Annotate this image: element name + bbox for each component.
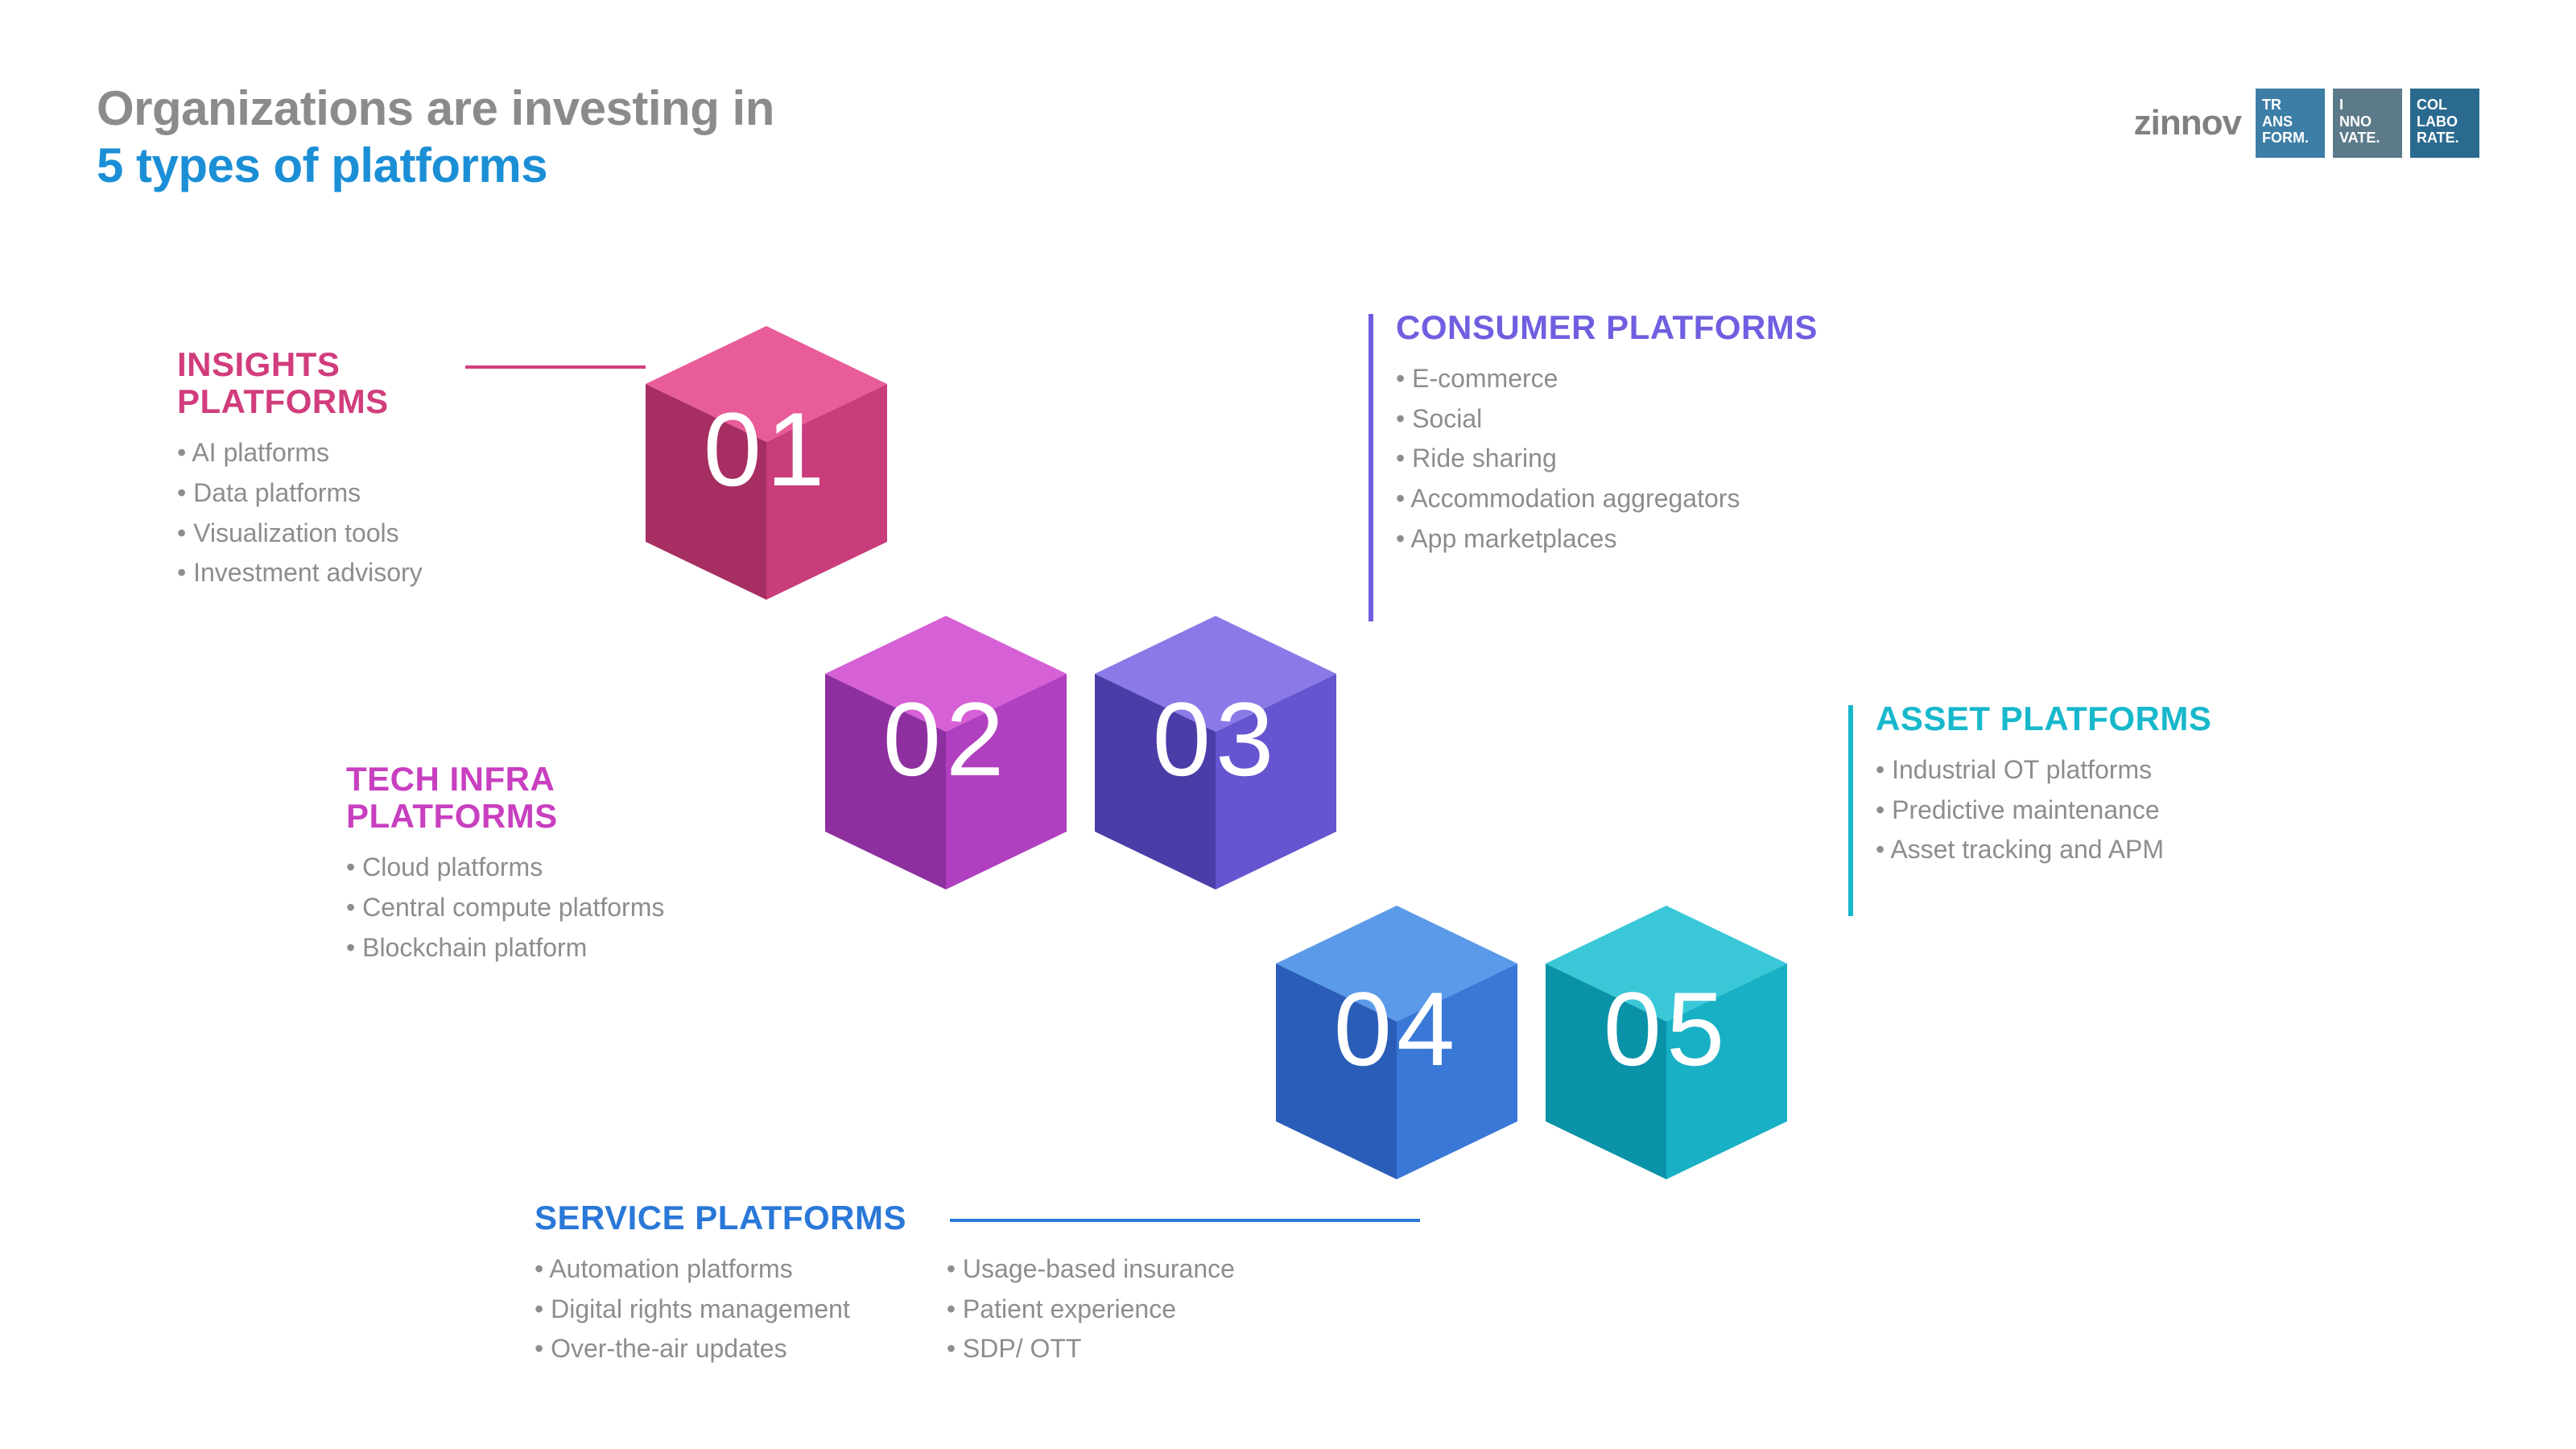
list-item: Asset tracking and APM bbox=[1876, 830, 2211, 870]
connector-consumer bbox=[1368, 314, 1373, 621]
platform-service: SERVICE PLATFORMS Automation platformsDig… bbox=[535, 1199, 1235, 1369]
platform-consumer: CONSUMER PLATFORMS E-commerceSocialRide s… bbox=[1396, 309, 1818, 559]
platform-consumer-list: E-commerceSocialRide sharingAccommodatio… bbox=[1396, 359, 1818, 559]
list-item: Predictive maintenance bbox=[1876, 791, 2211, 831]
platform-insights-title: INSIGHTSPLATFORMS bbox=[177, 346, 423, 420]
list-item: E-commerce bbox=[1396, 359, 1818, 399]
cube-number-01: 01 bbox=[646, 389, 887, 510]
list-item: App marketplaces bbox=[1396, 519, 1818, 559]
list-item: Ride sharing bbox=[1396, 439, 1818, 479]
cube-02: 02 bbox=[825, 616, 1067, 890]
list-item: Digital rights management bbox=[535, 1290, 850, 1330]
list-item: Over-the-air updates bbox=[535, 1329, 850, 1369]
list-item: Visualization tools bbox=[177, 514, 423, 554]
platform-service-list: Usage-based insurancePatient experienceS… bbox=[947, 1249, 1235, 1369]
cube-number-05: 05 bbox=[1546, 968, 1787, 1089]
cube-number-02: 02 bbox=[825, 679, 1067, 799]
list-item: Investment advisory bbox=[177, 553, 423, 593]
list-item: Automation platforms bbox=[535, 1249, 850, 1290]
platform-insights: INSIGHTSPLATFORMS AI platformsData platfo… bbox=[177, 346, 423, 593]
platform-asset-list: Industrial OT platformsPredictive mainte… bbox=[1876, 750, 2211, 870]
cube-01: 01 bbox=[646, 326, 887, 600]
list-item: Patient experience bbox=[947, 1290, 1235, 1330]
list-item: Usage-based insurance bbox=[947, 1249, 1235, 1290]
diagram-stage: 01 02 03 04 05 INSIGHTSPLATFORMS AI platfo… bbox=[0, 0, 2576, 1449]
cube-04: 04 bbox=[1276, 906, 1517, 1179]
list-item: SDP/ OTT bbox=[947, 1329, 1235, 1369]
platform-asset-title: ASSET PLATFORMS bbox=[1876, 700, 2211, 737]
list-item: Accommodation aggregators bbox=[1396, 479, 1818, 519]
platform-consumer-title: CONSUMER PLATFORMS bbox=[1396, 309, 1818, 346]
connector-insights bbox=[465, 365, 646, 369]
cube-number-03: 03 bbox=[1095, 679, 1336, 799]
connector-asset bbox=[1848, 705, 1853, 916]
list-item: Blockchain platform bbox=[346, 928, 664, 968]
cube-05: 05 bbox=[1546, 906, 1787, 1179]
list-item: Data platforms bbox=[177, 473, 423, 514]
cube-03: 03 bbox=[1095, 616, 1336, 890]
list-item: Social bbox=[1396, 399, 1818, 440]
platform-asset: ASSET PLATFORMS Industrial OT platformsPr… bbox=[1876, 700, 2211, 870]
list-item: Central compute platforms bbox=[346, 888, 664, 928]
cube-number-04: 04 bbox=[1276, 968, 1517, 1089]
platform-insights-list: AI platformsData platformsVisualization … bbox=[177, 433, 423, 592]
platform-techinfra: TECH INFRAPLATFORMS Cloud platformsCentra… bbox=[346, 761, 664, 968]
platform-service-title: SERVICE PLATFORMS bbox=[535, 1199, 1235, 1236]
list-item: AI platforms bbox=[177, 433, 423, 473]
platform-service-list: Automation platformsDigital rights manag… bbox=[535, 1249, 850, 1369]
platform-techinfra-list: Cloud platformsCentral compute platforms… bbox=[346, 848, 664, 968]
list-item: Industrial OT platforms bbox=[1876, 750, 2211, 791]
platform-techinfra-title: TECH INFRAPLATFORMS bbox=[346, 761, 664, 835]
list-item: Cloud platforms bbox=[346, 848, 664, 888]
